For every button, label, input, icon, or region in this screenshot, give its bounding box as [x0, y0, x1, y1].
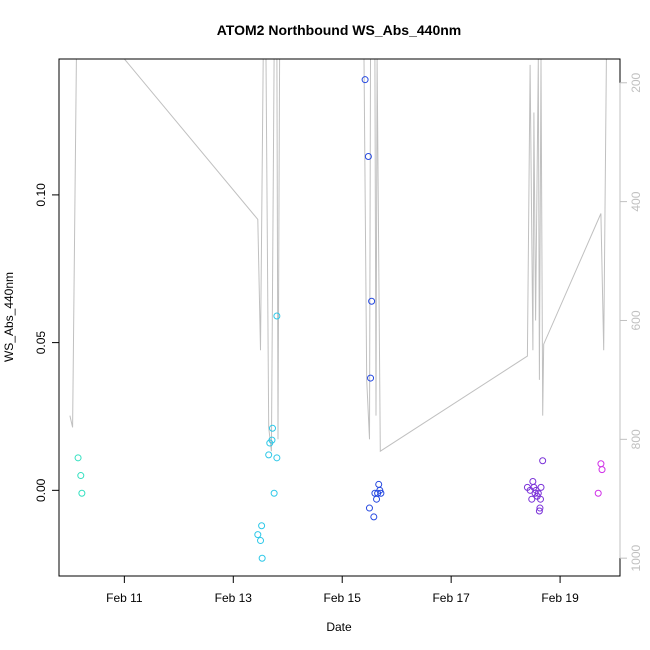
y-tick-label: 0.05: [34, 331, 48, 355]
scatter-points: [74, 76, 606, 562]
data-point: [368, 297, 376, 305]
x-tick-label: Feb 11: [106, 591, 143, 605]
data-point: [535, 507, 543, 515]
data-point: [539, 457, 547, 465]
y-axis: 0.00 0.05 0.10: [34, 183, 60, 502]
y-tick-label: 0.00: [34, 478, 48, 502]
data-point: [74, 454, 82, 462]
data-point: [537, 483, 545, 491]
data-point: [529, 477, 537, 485]
data-point: [367, 374, 375, 382]
data-point: [377, 489, 385, 497]
data-point: [364, 152, 372, 160]
x-axis: Feb 11 Feb 13 Feb 15 Feb 17 Feb 19: [106, 575, 579, 605]
chart-title: ATOM2 Northbound WS_Abs_440nm: [217, 22, 462, 38]
data-point: [273, 312, 281, 320]
x-axis-label: Date: [326, 620, 352, 634]
data-point: [536, 504, 544, 512]
data-point: [254, 531, 262, 539]
x-tick-label: Feb 17: [432, 591, 470, 605]
data-point: [534, 489, 542, 497]
y-axis-label: WS_Abs_440nm: [2, 272, 16, 362]
right-axis-line-series: [69, 58, 607, 453]
x-tick-label: Feb 15: [324, 591, 362, 605]
data-point: [365, 504, 373, 512]
data-point: [258, 522, 266, 530]
data-point: [376, 486, 384, 494]
data-point: [270, 489, 278, 497]
y-tick-label: 0.10: [34, 183, 48, 207]
data-point: [273, 454, 281, 462]
data-point: [597, 460, 605, 468]
data-point: [258, 554, 266, 562]
data-point: [361, 76, 369, 84]
data-point: [375, 480, 383, 488]
data-point: [373, 495, 381, 503]
right-series-line: [69, 58, 607, 453]
data-point: [268, 436, 276, 444]
y-axis-right: 200 400 600 800 1000: [619, 72, 643, 572]
y-right-tick-label: 1000: [629, 545, 643, 572]
data-point: [536, 495, 544, 503]
data-point: [598, 466, 606, 474]
data-point: [265, 451, 273, 459]
y-right-tick-label: 600: [629, 310, 643, 330]
y-right-tick-label: 400: [629, 191, 643, 211]
data-point: [78, 489, 86, 497]
data-point: [528, 495, 536, 503]
data-point: [594, 489, 602, 497]
y-right-tick-label: 800: [629, 429, 643, 449]
data-point: [370, 513, 378, 521]
data-point: [77, 472, 85, 480]
data-point: [257, 537, 265, 545]
y-right-tick-label: 200: [629, 72, 643, 92]
data-point: [269, 424, 277, 432]
x-tick-label: Feb 13: [215, 591, 253, 605]
x-tick-label: Feb 19: [541, 591, 579, 605]
